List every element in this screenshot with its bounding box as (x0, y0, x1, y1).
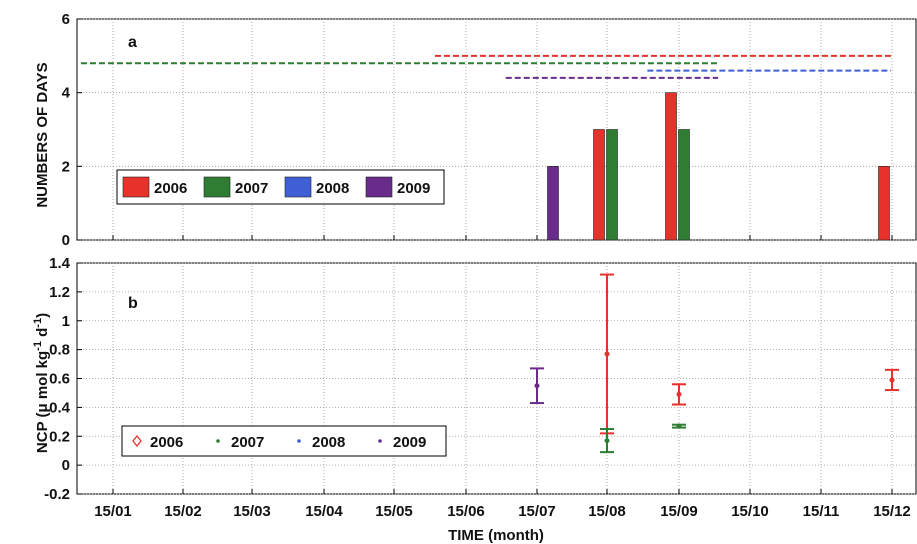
legend-a-label-2006: 2006 (154, 180, 187, 197)
panel-a-y-axis-title: NUMBERS OF DAYS (34, 62, 51, 207)
bar-2006-15-12 (878, 166, 890, 241)
legend-b-label-2006: 2006 (150, 434, 183, 451)
legend-a-label-2009: 2009 (397, 180, 430, 197)
legend-a-swatch-2007 (203, 176, 231, 198)
panel-b-x-tick-label-15-08: 15/08 (588, 503, 626, 520)
panel-b-x-tick-label-15-12: 15/12 (873, 503, 911, 520)
legend-a-label-2008: 2008 (316, 180, 349, 197)
legend-b-marker-2006 (132, 434, 142, 448)
bar-2006-15-09 (665, 92, 677, 241)
bar-2007-15-09 (678, 129, 690, 241)
bar-2009-15-07 (547, 166, 559, 241)
panel-b-x-tick-label-15-04: 15/04 (305, 503, 343, 520)
panel-b-y-tick-label-0-4: 0.4 (49, 399, 71, 416)
panel-a-y-tick-label-4: 4 (62, 85, 71, 102)
legend-a-swatch-2009 (365, 176, 393, 198)
panel-b-x-tick-label-15-07: 15/07 (518, 503, 556, 520)
panel-b-x-tick-label-15-10: 15/10 (731, 503, 769, 520)
panel-b-legend: 2006 2007 2008 2009 (121, 425, 447, 457)
point-2009-15-07 (534, 383, 540, 389)
point-2007-15-09 (676, 423, 682, 429)
panel-b-x-tick-label-15-05: 15/05 (375, 503, 413, 520)
bar-2006-15-08 (593, 129, 605, 241)
panel-b-y-tick-label-1-2: 1.2 (49, 284, 70, 301)
panel-b-y-tick-label-0: 0 (62, 457, 70, 474)
panel-b-x-tick-label-15-06: 15/06 (447, 503, 485, 520)
legend-a-swatch-2006 (122, 176, 150, 198)
legend-a-swatch-2008 (284, 176, 312, 198)
panel-a-y-tick-label-0: 0 (62, 232, 70, 249)
legend-b-marker-2008 (297, 439, 301, 443)
legend-b-label-2007: 2007 (231, 434, 264, 451)
panel-a-y-tick-label-2: 2 (62, 158, 70, 175)
legend-a-label-2007: 2007 (235, 180, 268, 197)
legend-b-marker-2009 (378, 439, 382, 443)
panel-a-y-tick-label-6: 6 (62, 11, 70, 28)
panel-b-y-tick-label-0-8: 0.8 (49, 342, 70, 359)
panel-b-legend-box (121, 425, 447, 457)
bar-2007-15-08 (606, 129, 618, 241)
point-2006-15-08 (604, 351, 610, 357)
panel-b-y-tick-label-1: 1 (62, 313, 70, 330)
panel-a-plot-area (76, 18, 917, 241)
panel-b-plot-area (76, 262, 917, 495)
panel-a-label: a (128, 34, 137, 51)
panel-b-x-tick-label-15-03: 15/03 (233, 503, 271, 520)
panel-b-x-tick-label-15-01: 15/01 (94, 503, 132, 520)
panel-b-y-axis-title: NCP (μ mol kg-1 d-1) (32, 313, 51, 453)
panel-b-ncp-chart: -0.2 0 0.2 0.4 0.6 0.8 1 1.2 1.4 15/01 15/02 15/03 1… (44, 255, 917, 520)
panel-b-label: b (128, 295, 138, 312)
point-2006-15-12 (889, 377, 895, 383)
legend-b-label-2008: 2008 (312, 434, 345, 451)
panel-b-y-tick-label-0-2: 0.2 (49, 428, 70, 445)
panel-a-legend: 2006 2007 2008 2009 (116, 169, 445, 205)
panel-b-x-tick-label-15-11: 15/11 (803, 503, 840, 520)
legend-b-label-2009: 2009 (393, 434, 426, 451)
panel-a-bar-chart: 0 2 4 6 2006 2007 2008 2009 (62, 11, 917, 249)
panel-b-x-tick-label-15-09: 15/09 (660, 503, 698, 520)
panel-b-x-tick-label-15-02: 15/02 (164, 503, 202, 520)
point-2006-15-09 (676, 391, 682, 397)
panel-b-y-tick-label-0-2: -0.2 (44, 486, 70, 503)
legend-b-marker-2007 (216, 439, 220, 443)
panel-b-y-tick-label-0-6: 0.6 (49, 371, 70, 388)
panel-b-y-tick-label-1-4: 1.4 (49, 255, 71, 272)
point-2007-15-08 (604, 438, 610, 444)
x-axis-title: TIME (month) (448, 527, 544, 544)
